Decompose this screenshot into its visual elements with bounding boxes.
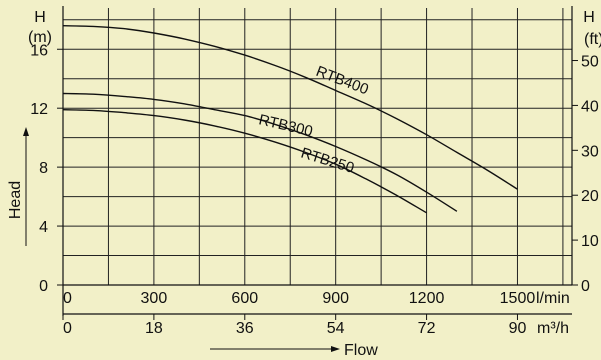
x-axis-title: Flow bbox=[344, 342, 378, 359]
x-secondary-tick-label: 90 bbox=[509, 320, 527, 337]
y-right-tick-label: 50 bbox=[581, 54, 599, 71]
curve-rtb300 bbox=[62, 92, 458, 212]
y-left-tick-label: 0 bbox=[39, 278, 48, 295]
x-secondary-tick-label: 0 bbox=[63, 320, 72, 337]
right-axis-symbol: H bbox=[583, 9, 595, 26]
x-primary-tick-label: 900 bbox=[322, 290, 349, 307]
curve-label-rtb250: RTB250 bbox=[299, 145, 356, 177]
x-primary-tick-label: 1200 bbox=[409, 290, 445, 307]
axes bbox=[57, 6, 578, 320]
x-primary-tick-label: 0 bbox=[63, 290, 72, 307]
tick-labels: 0 4 8 12 16 0 10 20 30 40 50 0 300 600 900 1200 1500 0 18 3… bbox=[30, 42, 599, 337]
x-axis-title-arrowhead bbox=[331, 346, 340, 352]
x-primary-unit: l/min bbox=[536, 290, 570, 307]
y-axis-title: Head bbox=[7, 181, 24, 219]
y-axis-title-arrowhead bbox=[23, 127, 29, 136]
right-axis-unit: (ft) bbox=[584, 31, 601, 48]
x-primary-tick-label: 600 bbox=[231, 290, 258, 307]
y-right-tick-label: 20 bbox=[581, 188, 599, 205]
y-right-tick-label: 30 bbox=[581, 143, 599, 160]
x-primary-tick-label: 1500 bbox=[500, 290, 536, 307]
y-right-tick-label: 40 bbox=[581, 98, 599, 115]
y-left-tick-label: 12 bbox=[30, 101, 48, 118]
y-left-tick-label: 8 bbox=[39, 160, 48, 177]
y-right-tick-label: 10 bbox=[581, 233, 599, 250]
x-secondary-unit: m³/h bbox=[537, 320, 569, 337]
y-right-tick-label: 0 bbox=[581, 278, 590, 295]
left-axis-unit: (m) bbox=[28, 29, 52, 46]
x-secondary-tick-label: 36 bbox=[236, 320, 254, 337]
left-axis-symbol: H bbox=[34, 9, 46, 26]
curve-label-rtb300: RTB300 bbox=[257, 111, 314, 140]
x-secondary-tick-label: 18 bbox=[145, 320, 163, 337]
y-left-tick-label: 4 bbox=[39, 219, 48, 236]
curve-rtb400 bbox=[62, 25, 518, 190]
y-left-tick-label: 16 bbox=[30, 42, 48, 59]
grid bbox=[63, 8, 572, 285]
x-primary-tick-label: 300 bbox=[141, 290, 168, 307]
x-secondary-tick-label: 54 bbox=[327, 320, 345, 337]
x-secondary-tick-label: 72 bbox=[418, 320, 436, 337]
curve-rtb250 bbox=[62, 109, 427, 214]
